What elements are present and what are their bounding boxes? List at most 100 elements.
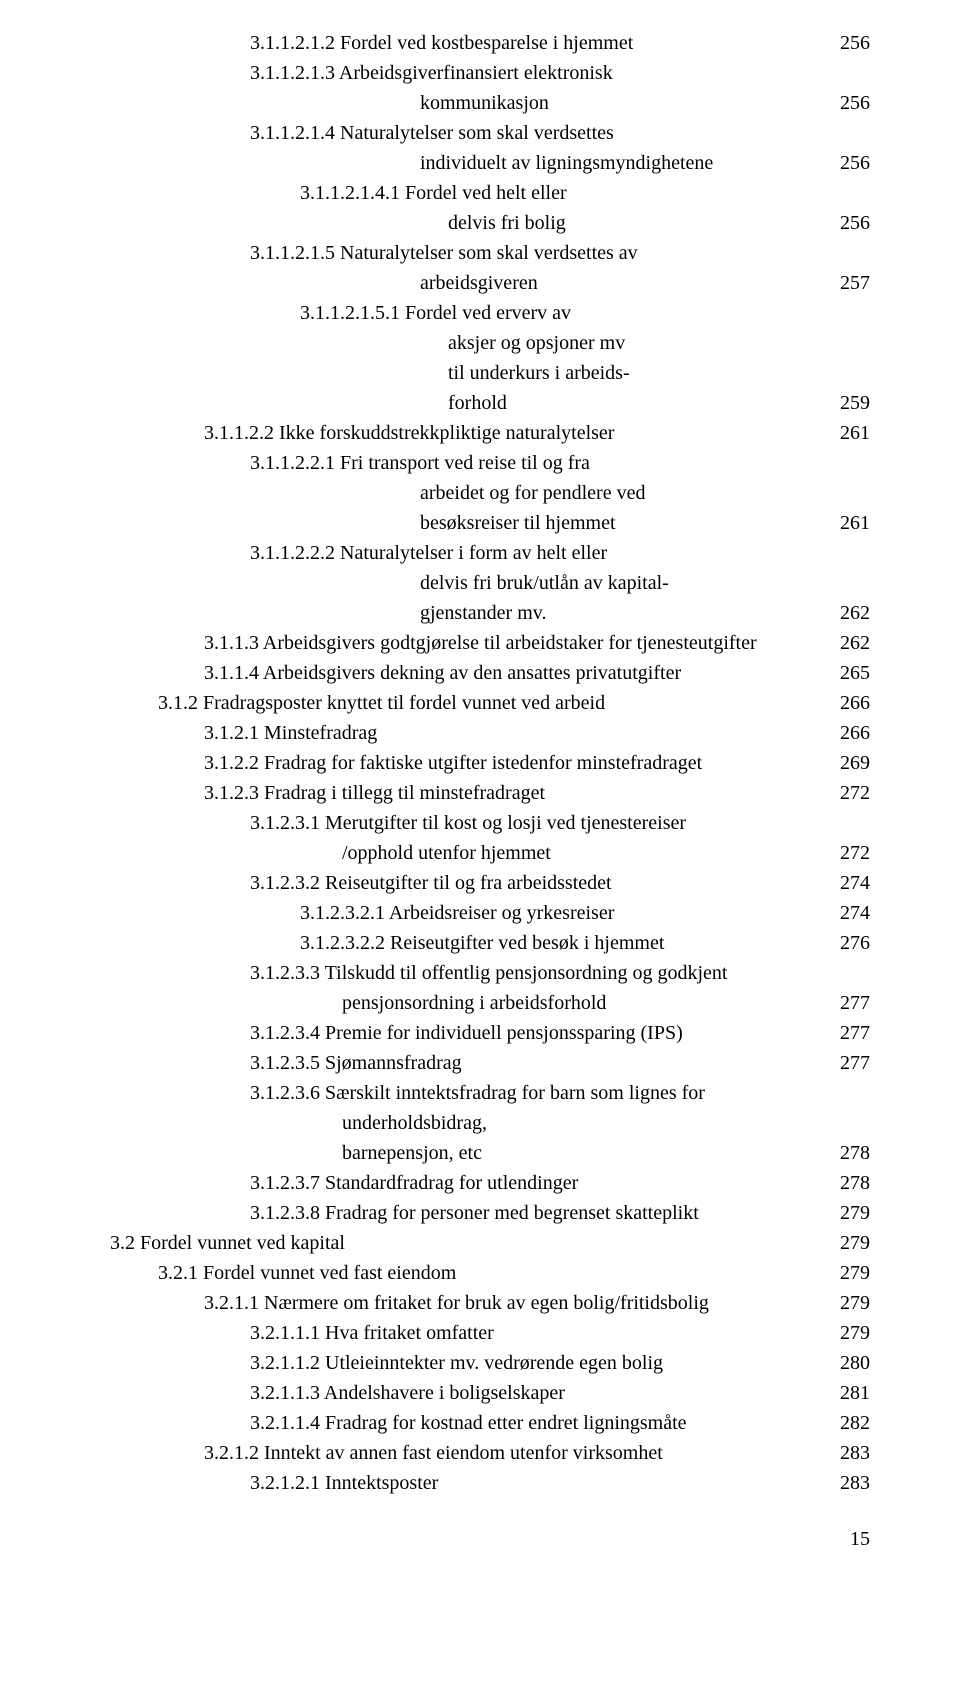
toc-page — [815, 298, 870, 328]
toc-label: 3.2.1.2 Inntekt av annen fast eiendom ut… — [110, 1438, 815, 1468]
toc-row: arbeidsgiveren257 — [110, 268, 870, 298]
toc-row: 3.2.1.1.2 Utleieinntekter mv. vedrørende… — [110, 1348, 870, 1378]
toc-row: 3.1.1.2.2.1 Fri transport ved reise til … — [110, 448, 870, 478]
toc-page: 279 — [815, 1198, 870, 1228]
toc-label: 3.1.1.2.1.5 Naturalytelser som skal verd… — [110, 238, 815, 268]
toc-label: 3.2.1.1 Nærmere om fritaket for bruk av … — [110, 1288, 815, 1318]
toc-row: besøksreiser til hjemmet261 — [110, 508, 870, 538]
toc-page: 277 — [815, 988, 870, 1018]
toc-page: 283 — [815, 1468, 870, 1498]
toc-page — [815, 1078, 870, 1108]
toc-row: 3.1.1.2.1.5.1 Fordel ved erverv av — [110, 298, 870, 328]
toc-row: 3.2.1.1.1 Hva fritaket omfatter279 — [110, 1318, 870, 1348]
toc-row: 3.1.1.2.1.4 Naturalytelser som skal verd… — [110, 118, 870, 148]
toc-label: arbeidet og for pendlere ved — [110, 478, 815, 508]
toc-label: 3.2 Fordel vunnet ved kapital — [110, 1228, 815, 1258]
toc-page: 256 — [815, 148, 870, 178]
toc-label: 3.1.1.2.1.5.1 Fordel ved erverv av — [110, 298, 815, 328]
toc-page: 262 — [815, 628, 870, 658]
toc-page: 277 — [815, 1048, 870, 1078]
toc-page: 278 — [815, 1138, 870, 1168]
toc-row: 3.1.1.2.1.4.1 Fordel ved helt eller — [110, 178, 870, 208]
toc-row: 3.1.2.3.2.1 Arbeidsreiser og yrkesreiser… — [110, 898, 870, 928]
toc-page: 262 — [815, 598, 870, 628]
toc-row: 3.1.1.2.2.2 Naturalytelser i form av hel… — [110, 538, 870, 568]
toc-label: 3.1.2.3.5 Sjømannsfradrag — [110, 1048, 815, 1078]
toc-row: 3.1.1.2.1.5 Naturalytelser som skal verd… — [110, 238, 870, 268]
toc-page: 277 — [815, 1018, 870, 1048]
toc-label: 3.1.1.2.1.2 Fordel ved kostbesparelse i … — [110, 28, 815, 58]
toc-row: 3.1.2.3 Fradrag i tillegg til minstefrad… — [110, 778, 870, 808]
toc-page — [815, 58, 870, 88]
toc-row: delvis fri bolig256 — [110, 208, 870, 238]
toc-label: 3.1.1.2.1.3 Arbeidsgiverfinansiert elekt… — [110, 58, 815, 88]
toc-page — [815, 568, 870, 598]
toc-row: underholdsbidrag, — [110, 1108, 870, 1138]
toc-label: 3.1.1.3 Arbeidsgivers godtgjørelse til a… — [110, 628, 815, 658]
toc-label: 3.1.2 Fradragsposter knyttet til fordel … — [110, 688, 815, 718]
toc-row: 3.1.2.3.4 Premie for individuell pensjon… — [110, 1018, 870, 1048]
toc-label: 3.1.1.2.2.1 Fri transport ved reise til … — [110, 448, 815, 478]
toc-row: 3.1.1.2.1.3 Arbeidsgiverfinansiert elekt… — [110, 58, 870, 88]
toc-label: arbeidsgiveren — [110, 268, 815, 298]
toc-page — [815, 178, 870, 208]
toc-row: 3.2.1.1.3 Andelshavere i boligselskaper2… — [110, 1378, 870, 1408]
toc-page: 261 — [815, 418, 870, 448]
toc-label: pensjonsordning i arbeidsforhold — [110, 988, 815, 1018]
toc-label: aksjer og opsjoner mv — [110, 328, 815, 358]
toc-label: 3.1.2.3.6 Særskilt inntektsfradrag for b… — [110, 1078, 815, 1108]
toc-page: 261 — [815, 508, 870, 538]
toc-page: 279 — [815, 1288, 870, 1318]
toc-label: underholdsbidrag, — [110, 1108, 815, 1138]
toc-label: 3.1.2.3.2.2 Reiseutgifter ved besøk i hj… — [110, 928, 815, 958]
toc-label: 3.1.2.3.2.1 Arbeidsreiser og yrkesreiser — [110, 898, 815, 928]
toc-label: besøksreiser til hjemmet — [110, 508, 815, 538]
toc-row: 3.1.1.2.2 Ikke forskuddstrekkpliktige na… — [110, 418, 870, 448]
toc-label: 3.1.1.4 Arbeidsgivers dekning av den ans… — [110, 658, 815, 688]
toc-page: 272 — [815, 778, 870, 808]
toc-row: 3.1.2.3.8 Fradrag for personer med begre… — [110, 1198, 870, 1228]
toc-page — [815, 328, 870, 358]
toc-label: 3.2.1 Fordel vunnet ved fast eiendom — [110, 1258, 815, 1288]
toc-page: 279 — [815, 1318, 870, 1348]
toc-label: kommunikasjon — [110, 88, 815, 118]
page-number: 15 — [110, 1498, 870, 1554]
toc-row: 3.1.1.4 Arbeidsgivers dekning av den ans… — [110, 658, 870, 688]
toc-label: 3.2.1.1.3 Andelshavere i boligselskaper — [110, 1378, 815, 1408]
toc-page — [815, 358, 870, 388]
toc-page — [815, 448, 870, 478]
toc-row: forhold259 — [110, 388, 870, 418]
toc-page: 276 — [815, 928, 870, 958]
toc-label: 3.1.2.3.4 Premie for individuell pensjon… — [110, 1018, 815, 1048]
toc-label: 3.1.2.3.3 Tilskudd til offentlig pensjon… — [110, 958, 815, 988]
toc-page: 266 — [815, 718, 870, 748]
toc-label: 3.2.1.2.1 Inntektsposter — [110, 1468, 815, 1498]
toc-label: 3.1.1.2.1.4 Naturalytelser som skal verd… — [110, 118, 815, 148]
toc-label: 3.1.2.3.1 Merutgifter til kost og losji … — [110, 808, 815, 838]
toc-page — [815, 118, 870, 148]
toc-row: 3.1.2.3.5 Sjømannsfradrag277 — [110, 1048, 870, 1078]
toc-page: 256 — [815, 88, 870, 118]
toc-label: 3.2.1.1.4 Fradrag for kostnad etter endr… — [110, 1408, 815, 1438]
toc-row: 3.1.2.3.1 Merutgifter til kost og losji … — [110, 808, 870, 838]
toc-page — [815, 1108, 870, 1138]
toc-row: arbeidet og for pendlere ved — [110, 478, 870, 508]
toc-label: individuelt av ligningsmyndighetene — [110, 148, 815, 178]
toc-page: 279 — [815, 1258, 870, 1288]
toc-label: forhold — [110, 388, 815, 418]
toc-row: 3.1.2.3.3 Tilskudd til offentlig pensjon… — [110, 958, 870, 988]
toc-row: 3.2.1.1 Nærmere om fritaket for bruk av … — [110, 1288, 870, 1318]
toc-row: 3.2.1.2.1 Inntektsposter283 — [110, 1468, 870, 1498]
toc-label: barnepensjon, etc — [110, 1138, 815, 1168]
toc-page — [815, 958, 870, 988]
toc-row: 3.1.2.2 Fradrag for faktiske utgifter is… — [110, 748, 870, 778]
toc-row: 3.1.2.3.6 Særskilt inntektsfradrag for b… — [110, 1078, 870, 1108]
toc-row: delvis fri bruk/utlån av kapital- — [110, 568, 870, 598]
toc-page: 266 — [815, 688, 870, 718]
toc-page: 282 — [815, 1408, 870, 1438]
toc-page: 269 — [815, 748, 870, 778]
toc-row: 3.1.2.3.7 Standardfradrag for utlendinge… — [110, 1168, 870, 1198]
toc-label: 3.1.2.3 Fradrag i tillegg til minstefrad… — [110, 778, 815, 808]
toc-page: 272 — [815, 838, 870, 868]
toc-row: til underkurs i arbeids- — [110, 358, 870, 388]
